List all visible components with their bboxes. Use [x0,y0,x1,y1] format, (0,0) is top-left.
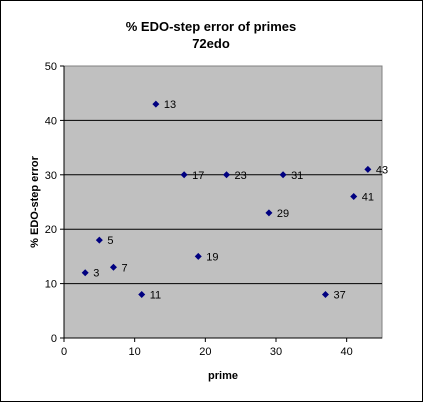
data-label-29: 29 [277,208,289,220]
data-label-5: 5 [107,235,113,247]
data-point-17 [180,171,188,179]
data-label-41: 41 [362,192,374,204]
data-label-17: 17 [192,170,204,182]
chart-title: % EDO-step error of primes [126,19,297,34]
data-point-23 [223,171,231,179]
data-point-13 [152,100,160,108]
x-axis-title: prime [208,370,238,382]
data-point-37 [321,290,329,298]
x-tick-label: 30 [270,346,282,358]
data-label-13: 13 [164,99,176,111]
data-point-19 [194,252,202,260]
data-label-19: 19 [206,251,218,263]
y-tick-label: 30 [45,170,57,182]
data-label-37: 37 [333,289,345,301]
y-tick-label: 20 [45,224,57,236]
data-point-5 [95,236,103,244]
x-tick-label: 10 [129,346,141,358]
plot-area [63,65,383,339]
data-label-31: 31 [291,170,303,182]
axes [63,66,382,339]
y-tick-label: 10 [45,279,57,291]
y-tick-label: 50 [45,61,57,73]
data-point-43 [364,165,372,173]
tick-labels: 0 10 20 30 40 50 0 10 20 30 40 [45,61,353,358]
data-points: 3 5 7 11 13 17 19 23 29 31 37 41 43 [81,99,388,301]
y-axis-title: % EDO-step error [29,155,41,247]
y-tick-label: 40 [45,115,57,127]
x-tick-label: 0 [61,346,67,358]
data-point-29 [265,209,273,217]
data-label-43: 43 [376,164,388,176]
data-point-11 [138,290,146,298]
grid-lines [64,119,382,285]
y-tick-label: 0 [51,333,57,345]
data-point-7 [109,263,117,271]
data-point-3 [81,269,89,277]
data-label-11: 11 [150,289,161,301]
data-point-31 [279,171,287,179]
data-label-7: 7 [121,262,127,274]
data-label-23: 23 [235,170,247,182]
chart-subtitle: 72edo [192,36,230,51]
data-label-3: 3 [93,268,99,280]
data-point-41 [350,193,358,201]
x-tick-label: 20 [199,346,211,358]
x-tick-label: 40 [341,346,353,358]
